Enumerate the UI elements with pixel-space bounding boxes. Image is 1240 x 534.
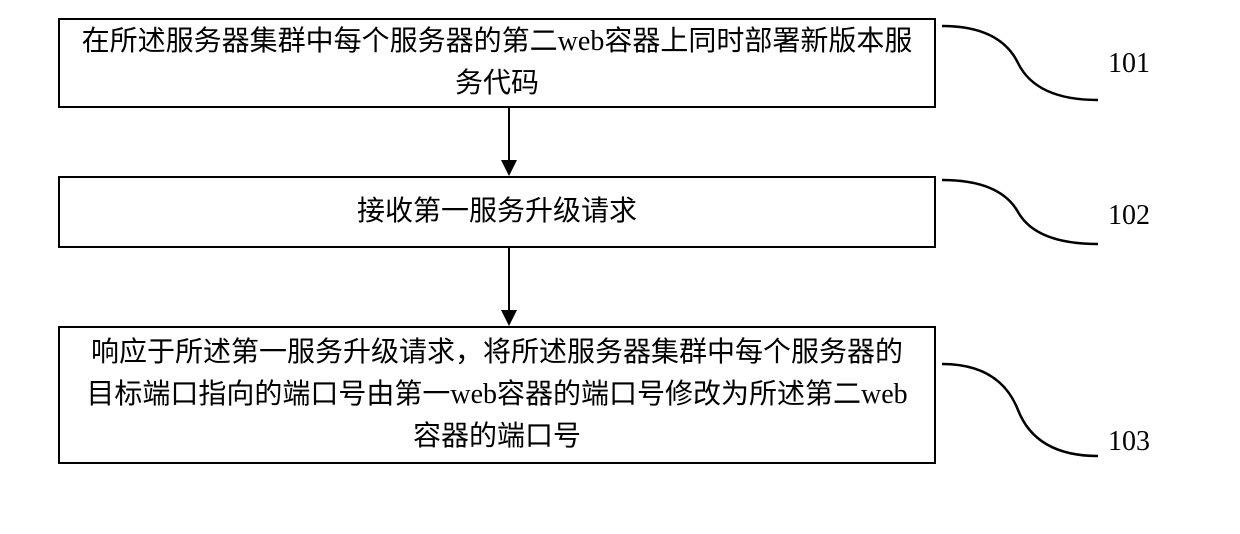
arrow-2-to-3 <box>497 248 521 326</box>
step-text: 响应于所述第一服务升级请求，将所述服务器集群中每个服务器的目标端口指向的端口号由… <box>80 332 914 458</box>
step-label-103: 103 <box>1108 426 1150 458</box>
step-box-102: 接收第一服务升级请求 <box>58 176 936 248</box>
curly-connector-102 <box>940 172 1100 252</box>
step-text: 接收第一服务升级请求 <box>357 191 637 233</box>
step-label-102: 102 <box>1108 200 1150 232</box>
curly-connector-101 <box>940 18 1100 108</box>
arrow-1-to-2 <box>497 108 521 176</box>
flowchart-canvas: 在所述服务器集群中每个服务器的第二web容器上同时部署新版本服务代码 101 接… <box>0 0 1240 534</box>
curly-connector-103 <box>940 356 1100 464</box>
step-box-103: 响应于所述第一服务升级请求，将所述服务器集群中每个服务器的目标端口指向的端口号由… <box>58 326 936 464</box>
step-text: 在所述服务器集群中每个服务器的第二web容器上同时部署新版本服务代码 <box>80 21 914 105</box>
step-label-101: 101 <box>1108 48 1150 80</box>
step-box-101: 在所述服务器集群中每个服务器的第二web容器上同时部署新版本服务代码 <box>58 18 936 108</box>
